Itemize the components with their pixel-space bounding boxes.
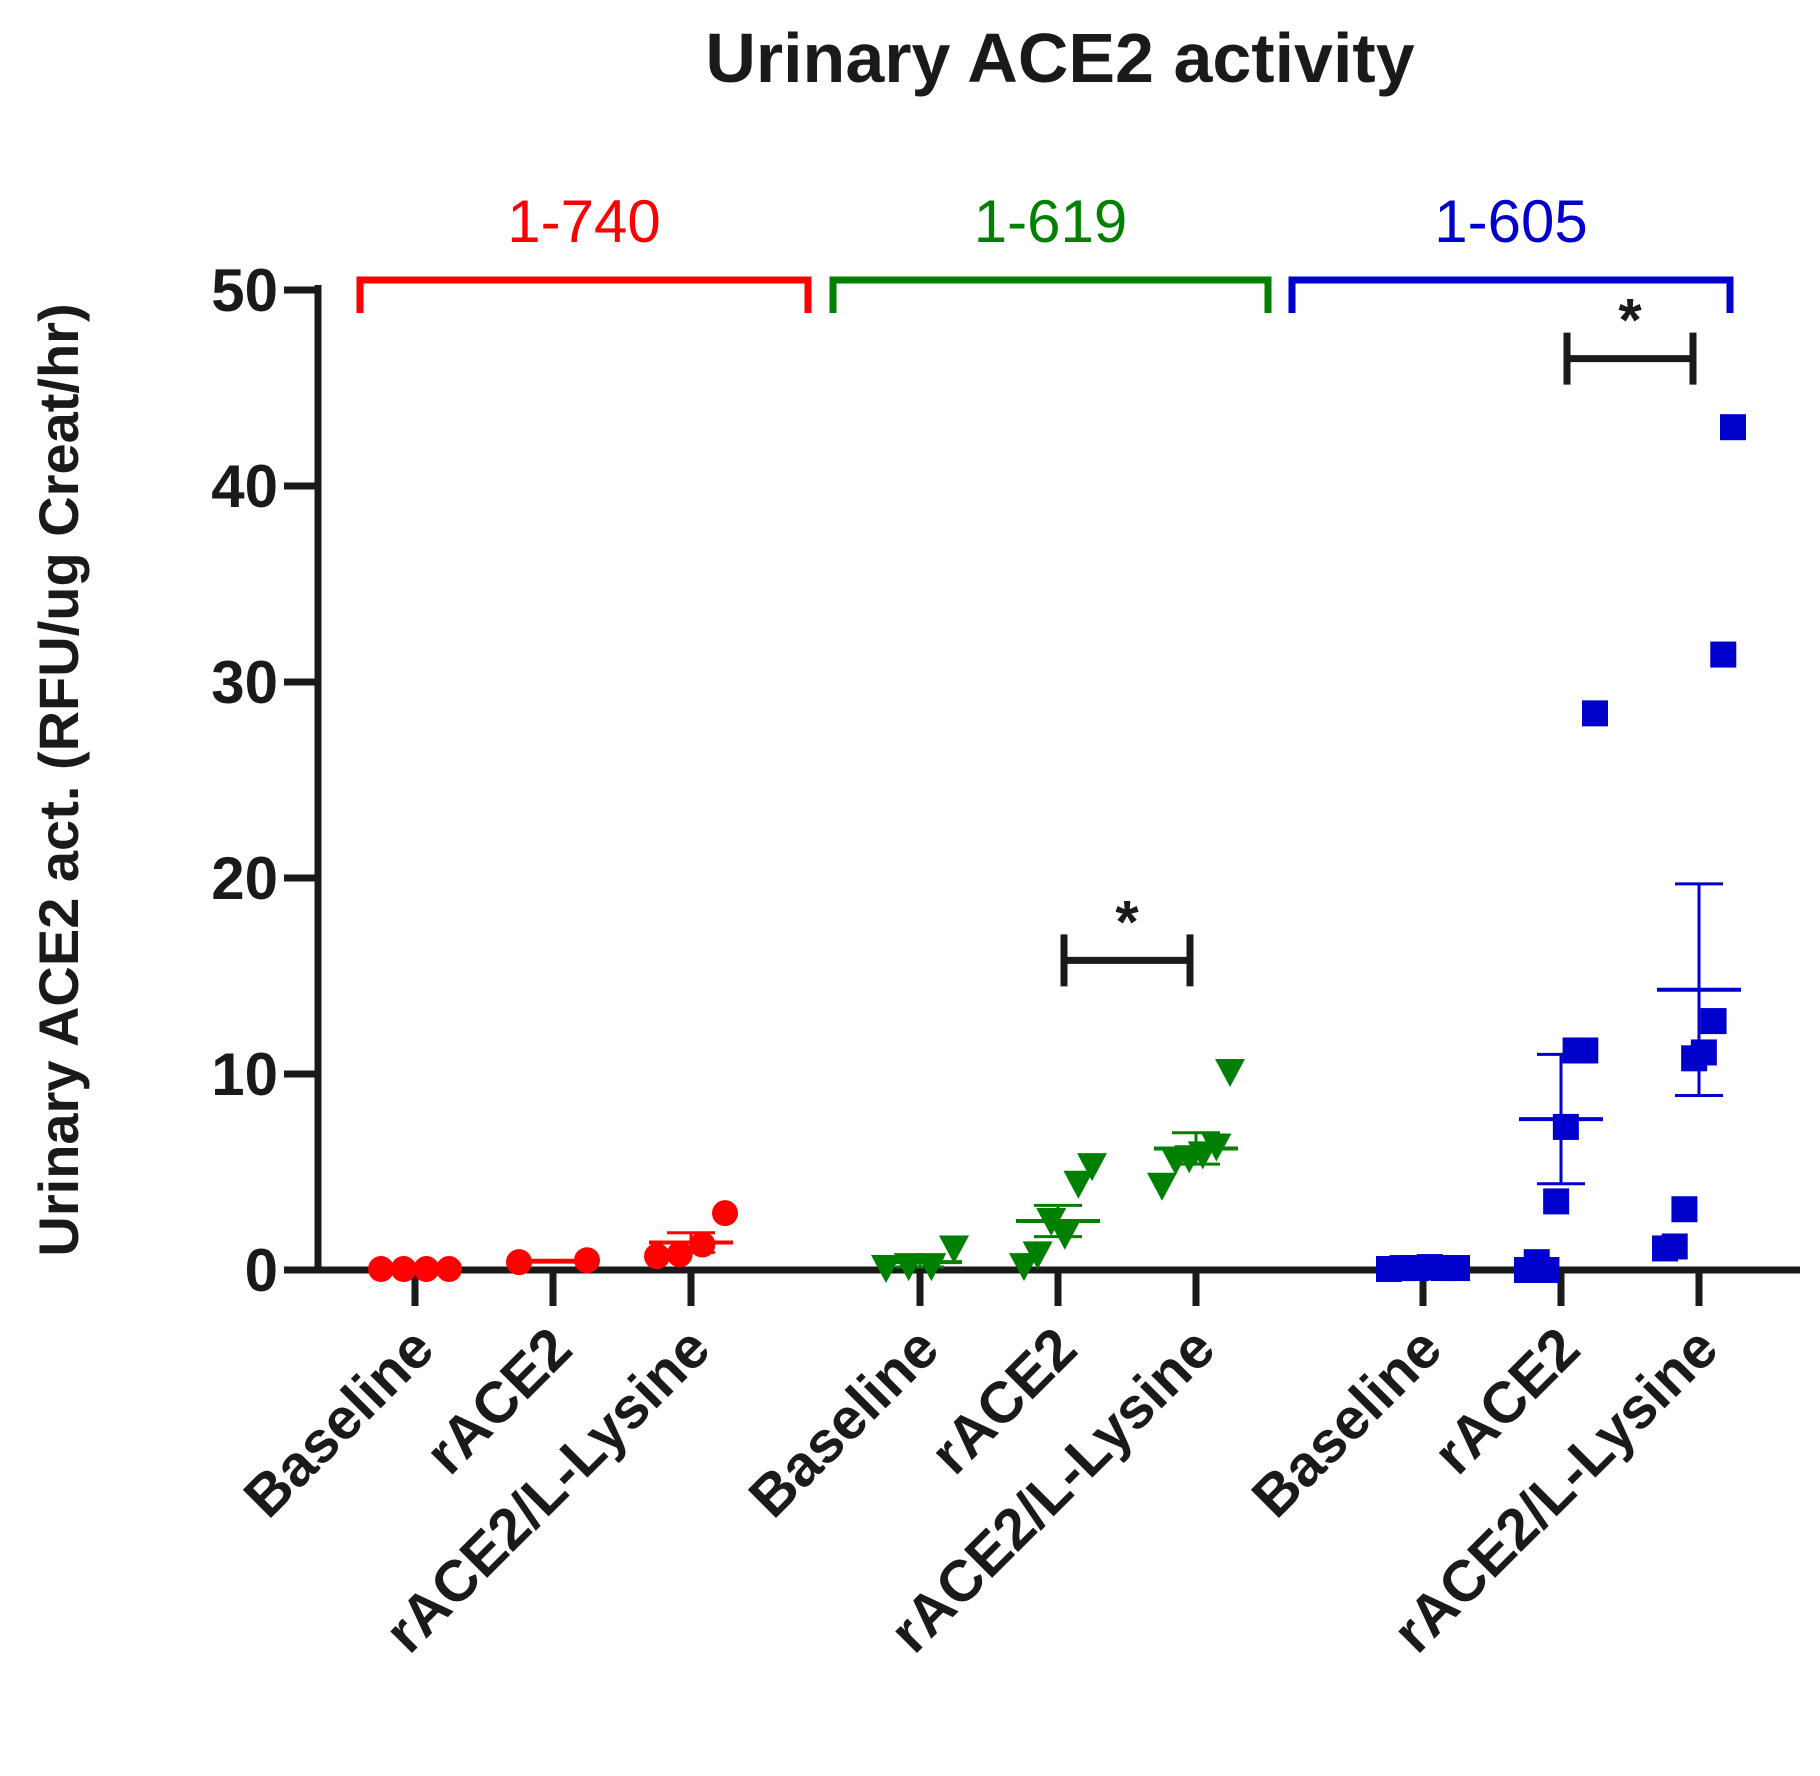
x-tick-label: Baseline bbox=[737, 1315, 952, 1530]
y-tick-label: 30 bbox=[211, 649, 278, 716]
data-point bbox=[1215, 1059, 1245, 1088]
data-point bbox=[1690, 1039, 1717, 1066]
data-point bbox=[1077, 1153, 1107, 1182]
data-point bbox=[1720, 414, 1746, 441]
data-point bbox=[1533, 1257, 1560, 1283]
plot-area: 010203040501-740BaselinerACE2rACE2/L-Lys… bbox=[211, 188, 1800, 1665]
y-tick-label: 50 bbox=[211, 257, 278, 324]
data-point bbox=[1700, 1008, 1727, 1035]
data-point bbox=[1671, 1196, 1698, 1223]
data-point bbox=[1572, 1037, 1599, 1064]
y-tick-label: 0 bbox=[245, 1237, 278, 1304]
group-bracket bbox=[356, 276, 812, 313]
y-axis-label: Urinary ACE2 act. (RFU/ug Creat/hr) bbox=[27, 303, 90, 1256]
data-point bbox=[644, 1243, 670, 1270]
data-point bbox=[712, 1200, 738, 1227]
data-point bbox=[1710, 641, 1737, 668]
group-label: 1-605 bbox=[1434, 188, 1587, 255]
data-point bbox=[1063, 1170, 1094, 1199]
x-tick-label: Baseline bbox=[232, 1315, 447, 1530]
data-point bbox=[1661, 1233, 1688, 1260]
data-point bbox=[1582, 700, 1608, 727]
group-label: 1-619 bbox=[974, 188, 1127, 255]
y-tick-label: 20 bbox=[211, 845, 278, 912]
data-point bbox=[939, 1235, 969, 1264]
data-point bbox=[1147, 1172, 1177, 1201]
data-point bbox=[666, 1241, 693, 1268]
group-bracket bbox=[1288, 276, 1734, 313]
data-point bbox=[1009, 1253, 1039, 1282]
group-bracket bbox=[829, 276, 1272, 313]
y-tick-label: 10 bbox=[211, 1041, 278, 1108]
group-label: 1-740 bbox=[507, 188, 660, 255]
data-point bbox=[1022, 1241, 1053, 1270]
y-tick-label: 40 bbox=[211, 453, 278, 520]
data-point bbox=[1543, 1188, 1570, 1215]
x-tick-label: Baseline bbox=[1240, 1315, 1455, 1530]
significance-star: * bbox=[1618, 287, 1642, 354]
chart-title: Urinary ACE2 activity bbox=[705, 19, 1414, 97]
significance-star: * bbox=[1115, 888, 1139, 955]
